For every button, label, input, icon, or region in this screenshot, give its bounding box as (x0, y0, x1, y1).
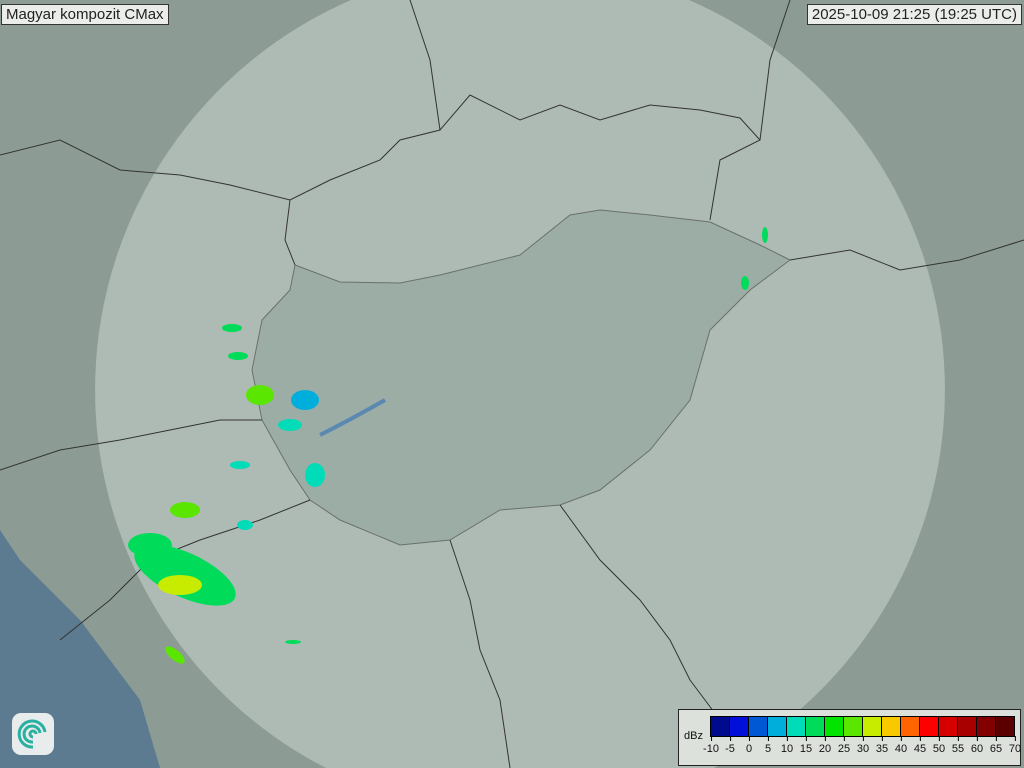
adriatic-sea (0, 530, 160, 768)
legend-color-cell (749, 717, 768, 736)
legend-tick-label: 15 (799, 736, 813, 755)
legend-color-cell (711, 717, 730, 736)
legend-color-cell (939, 717, 958, 736)
product-title: Magyar kompozit CMax (1, 4, 169, 25)
legend-unit: dBz (684, 730, 703, 742)
legend-color-cell (958, 717, 977, 736)
legend-tick-label: 60 (970, 736, 984, 755)
legend-tick-label: 40 (894, 736, 908, 755)
legend-tick-label: -5 (725, 736, 735, 755)
legend-color-bar (710, 716, 1015, 737)
legend-tick-label: 25 (837, 736, 851, 755)
legend-color-cell (730, 717, 749, 736)
legend-color-cell (996, 717, 1014, 736)
legend-color-cell (977, 717, 996, 736)
legend-tick-label: 55 (951, 736, 965, 755)
legend-tick-label: 5 (764, 736, 772, 755)
legend-tick-label: 20 (818, 736, 832, 755)
legend-tick-label: 10 (780, 736, 794, 755)
legend-color-cell (920, 717, 939, 736)
legend-color-cell (901, 717, 920, 736)
radar-echoes (128, 227, 768, 664)
legend-color-cell (806, 717, 825, 736)
legend-color-cell (844, 717, 863, 736)
legend-color-cell (825, 717, 844, 736)
legend-tick-label: 65 (989, 736, 1003, 755)
legend-tick-label: 0 (745, 736, 753, 755)
swirl-icon (17, 719, 47, 749)
legend-color-cell (863, 717, 882, 736)
legend-tick-label: 45 (913, 736, 927, 755)
legend-color-cell (787, 717, 806, 736)
legend-color-cell (768, 717, 787, 736)
omsz-logo (12, 713, 54, 755)
legend-color-cell (882, 717, 901, 736)
hungary-border (251, 209, 791, 546)
legend-tick-label: 30 (856, 736, 870, 755)
legend-tick-label: 35 (875, 736, 889, 755)
legend-tick-label: 70 (1008, 736, 1022, 755)
timestamp: 2025-10-09 21:25 (19:25 UTC) (806, 4, 1022, 25)
dbz-legend: dBz -10 -5 0 5 10 15 20 25 30 35 40 45 50 55 60 65 70 (678, 709, 1021, 766)
legend-tick-label: 50 (932, 736, 946, 755)
lake-balaton (319, 398, 386, 437)
legend-tick-label: -10 (703, 736, 719, 755)
